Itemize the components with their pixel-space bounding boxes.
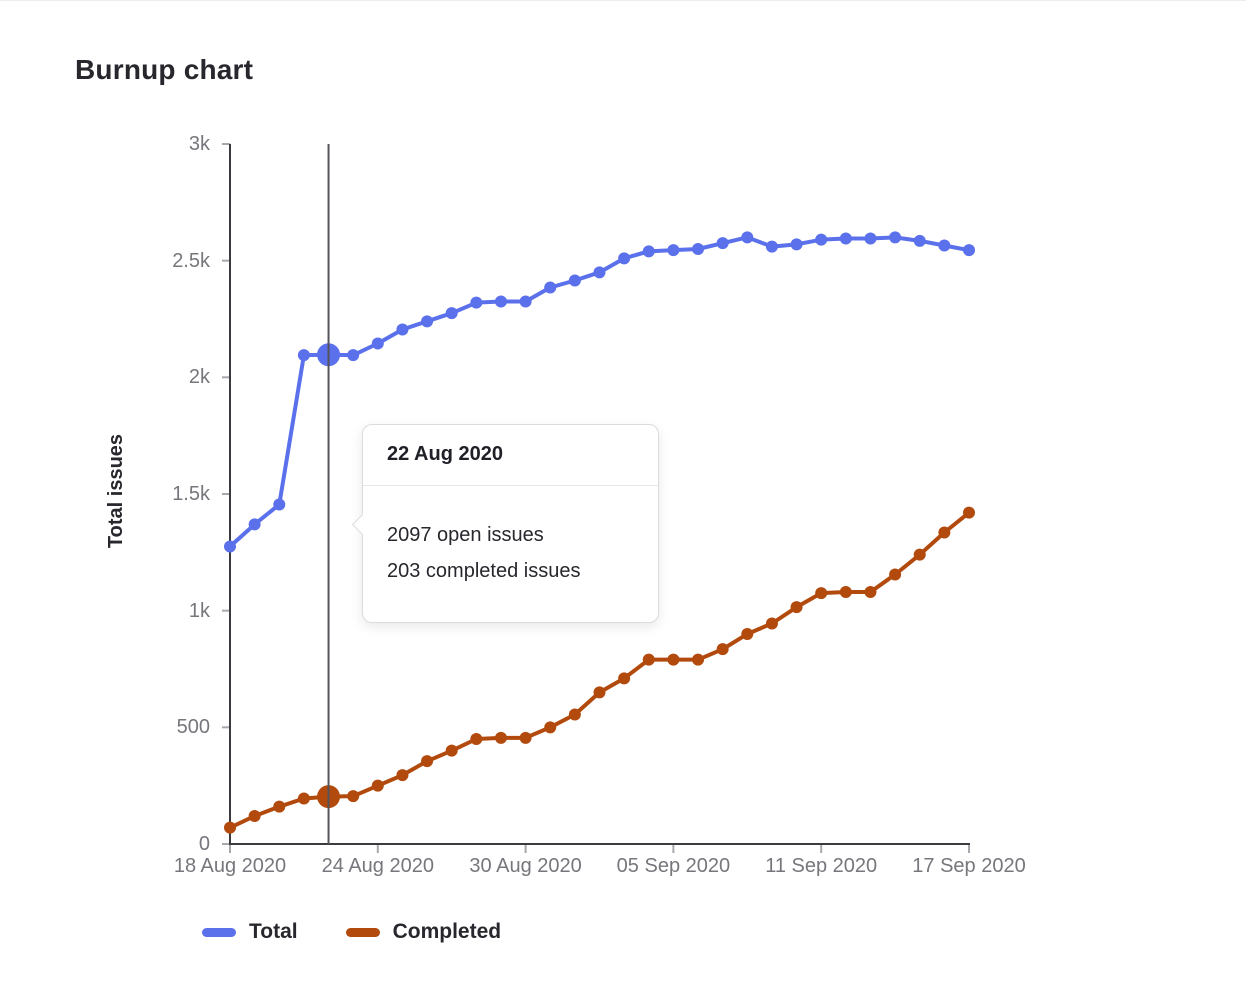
tooltip: 22 Aug 2020 2097 open issues 203 complet…: [351, 424, 659, 623]
tooltip-completed-issues: 203 completed issues: [387, 560, 581, 582]
total-data-point[interactable]: [470, 296, 483, 309]
completed-data-point[interactable]: [618, 672, 631, 685]
total-data-point[interactable]: [889, 231, 902, 244]
completed-data-point[interactable]: [692, 653, 705, 666]
completed-data-point[interactable]: [224, 821, 236, 834]
completed-data-point[interactable]: [470, 733, 483, 745]
completed-data-point[interactable]: [273, 800, 286, 813]
total-data-point[interactable]: [913, 234, 926, 247]
y-tick-label: 1.5k: [172, 483, 210, 505]
total-data-point[interactable]: [421, 315, 434, 328]
total-data-point[interactable]: [790, 238, 803, 251]
completed-data-point[interactable]: [494, 731, 507, 744]
chart-legend: Total Completed: [202, 920, 501, 944]
total-data-point[interactable]: [642, 245, 655, 258]
y-tick-label: 3k: [188, 133, 210, 155]
completed-data-point[interactable]: [815, 587, 828, 600]
tooltip-date: 22 Aug 2020: [363, 425, 658, 486]
completed-data-point[interactable]: [741, 628, 754, 640]
legend-label-total: Total: [249, 920, 298, 943]
completed-data-point[interactable]: [593, 686, 606, 699]
total-data-point[interactable]: [938, 239, 951, 252]
total-data-point[interactable]: [618, 252, 631, 265]
total-data-point[interactable]: [347, 349, 360, 362]
completed-data-point[interactable]: [371, 779, 384, 792]
legend-item-completed[interactable]: Completed: [345, 920, 502, 944]
x-tick-label: 18 Aug 2020: [173, 855, 287, 877]
x-tick-label: 30 Aug 2020: [469, 855, 582, 877]
total-data-point[interactable]: [765, 240, 778, 253]
tooltip-open-issues: 2097 open issues: [387, 524, 544, 546]
completed-data-point[interactable]: [790, 601, 803, 614]
total-data-point[interactable]: [839, 232, 852, 245]
completed-data-point[interactable]: [544, 721, 557, 734]
y-tick-label: 2.5k: [172, 249, 210, 272]
total-data-point[interactable]: [716, 237, 729, 250]
completed-data-point[interactable]: [445, 744, 458, 757]
total-data-point[interactable]: [224, 540, 236, 553]
completed-data-point[interactable]: [519, 731, 532, 744]
total-data-point[interactable]: [519, 295, 532, 308]
completed-data-point[interactable]: [839, 586, 852, 598]
total-data-point[interactable]: [741, 231, 754, 244]
completed-data-point[interactable]: [347, 790, 360, 803]
completed-data-point[interactable]: [913, 548, 926, 561]
completed-data-point[interactable]: [963, 506, 975, 519]
completed-data-point[interactable]: [248, 810, 261, 822]
completed-data-point[interactable]: [716, 643, 729, 656]
y-tick-label: 2k: [188, 366, 210, 389]
y-tick-label: 0: [198, 833, 210, 855]
total-data-point[interactable]: [371, 337, 384, 350]
completed-data-point[interactable]: [568, 708, 581, 721]
x-tick-label: 17 Sep 2020: [912, 855, 1026, 877]
total-data-point[interactable]: [273, 498, 286, 511]
completed-data-point[interactable]: [667, 653, 680, 666]
total-data-point[interactable]: [248, 518, 261, 531]
page-title: Burnup chart: [75, 54, 254, 85]
x-tick-label: 05 Sep 2020: [616, 855, 731, 877]
legend-item-total[interactable]: Total: [202, 920, 298, 944]
total-data-point[interactable]: [963, 244, 975, 257]
total-data-point[interactable]: [297, 349, 310, 362]
total-data-point[interactable]: [544, 281, 557, 294]
completed-data-point[interactable]: [642, 653, 655, 666]
total-data-point[interactable]: [864, 232, 877, 245]
completed-series-swatch-icon: [345, 927, 380, 937]
completed-data-point[interactable]: [396, 769, 409, 782]
legend-label-completed: Completed: [392, 920, 502, 943]
y-tick-label: 1k: [188, 599, 210, 622]
total-data-point[interactable]: [445, 307, 458, 320]
completed-data-point[interactable]: [297, 792, 310, 805]
completed-data-point[interactable]: [864, 586, 877, 598]
total-data-point[interactable]: [667, 244, 680, 257]
tooltip-body: 2097 open issues 203 completed issues: [363, 486, 658, 589]
completed-data-point[interactable]: [938, 526, 951, 539]
total-data-point[interactable]: [593, 266, 606, 279]
x-tick-label: 24 Aug 2020: [321, 855, 434, 877]
total-data-point[interactable]: [568, 274, 581, 287]
total-data-point[interactable]: [396, 323, 409, 336]
total-data-point[interactable]: [692, 243, 705, 255]
completed-data-point[interactable]: [889, 568, 902, 581]
y-tick-label: 500: [176, 716, 210, 739]
x-tick-label: 11 Sep 2020: [765, 855, 878, 877]
completed-data-point[interactable]: [765, 617, 778, 630]
completed-data-point[interactable]: [421, 755, 434, 768]
total-series-swatch-icon: [202, 927, 236, 937]
total-data-point[interactable]: [815, 233, 828, 246]
total-data-point[interactable]: [494, 295, 507, 308]
